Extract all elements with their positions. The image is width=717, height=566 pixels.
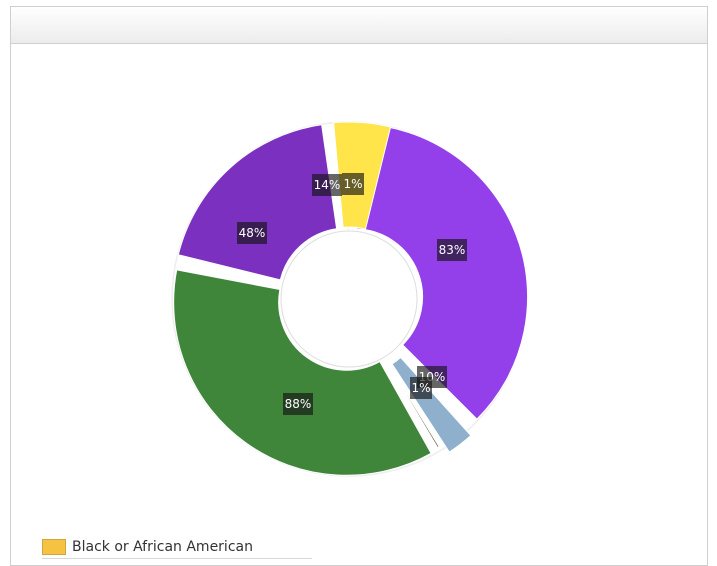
- data-label-bg: [437, 239, 467, 261]
- data-label-bg: [342, 173, 364, 195]
- pie-slice[interactable]: [173, 269, 432, 476]
- data-label-bg: [312, 174, 342, 196]
- donut-hole: [280, 230, 418, 368]
- data-label-bg: [410, 377, 432, 399]
- data-label: 1%: [343, 177, 362, 191]
- legend-label[interactable]: Black or African American: [72, 539, 253, 555]
- legend: Black or African American: [42, 536, 312, 559]
- pie-slice[interactable]: [177, 124, 338, 281]
- data-label: 48%: [239, 226, 266, 240]
- data-label-bg: [237, 222, 267, 244]
- data-label-bg: [283, 393, 313, 415]
- data-label: 83%: [439, 243, 466, 257]
- data-label: 88%: [285, 397, 312, 411]
- data-label: 1%: [411, 381, 430, 395]
- pie-slice[interactable]: [356, 123, 529, 420]
- data-label: 14%: [314, 178, 341, 192]
- legend-swatch[interactable]: [42, 539, 66, 555]
- panel-header: [11, 7, 707, 44]
